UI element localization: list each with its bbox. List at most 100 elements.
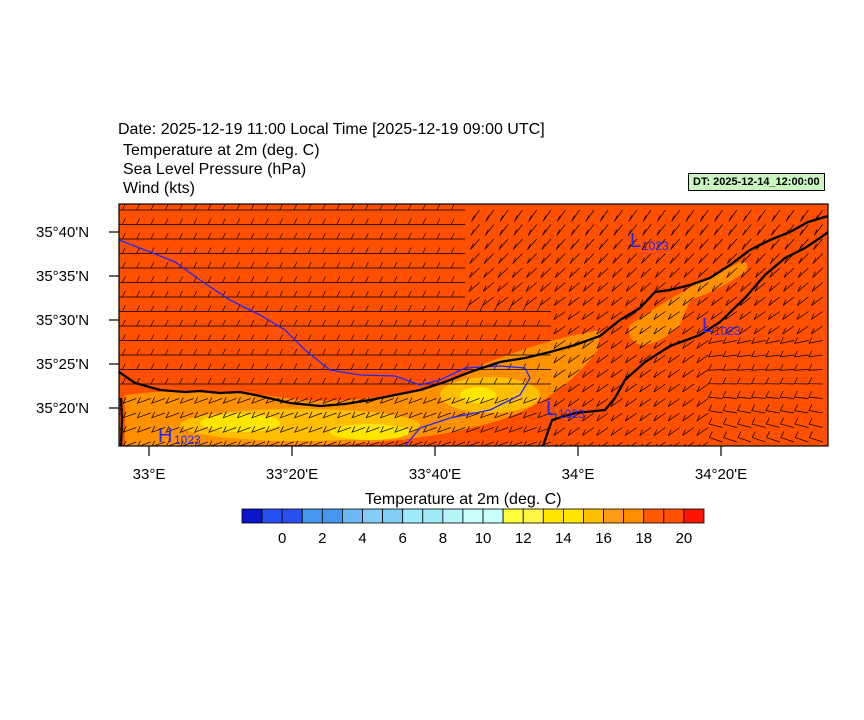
wind-barb [307, 218, 323, 225]
wind-barb [136, 363, 151, 370]
wind-barb [264, 290, 280, 298]
dt-badge: DT: 2025-12-14_12:00:00 [688, 173, 825, 191]
wind-barb [121, 204, 137, 211]
wind-barb [499, 209, 509, 222]
pressure-center-low-east: L 1023 [702, 315, 741, 338]
wind-barb [653, 369, 666, 378]
wind-barb [294, 411, 309, 419]
wind-barb [193, 319, 208, 327]
wind-barb [699, 224, 709, 236]
wind-barb [808, 350, 823, 358]
wind-barb [207, 276, 223, 283]
wind-barb [553, 325, 566, 335]
wind-barb [613, 238, 623, 250]
wind-barb [165, 397, 180, 404]
wind-barb [450, 290, 466, 298]
wind-barb [307, 232, 323, 240]
wind-barb [321, 276, 337, 283]
low-symbol: L [546, 398, 557, 420]
wind-barb [699, 209, 709, 222]
wind-barb [393, 319, 408, 327]
wind-barb [625, 412, 638, 422]
wind-barb [785, 209, 795, 222]
wind-barb [321, 377, 337, 385]
wind-barb [739, 311, 752, 320]
wind-barb [779, 390, 795, 399]
wind-barb [553, 383, 566, 393]
wind-barb [682, 340, 695, 349]
wind-barb [236, 247, 251, 254]
wind-barb [553, 354, 566, 364]
lon-label: 33°E [132, 466, 166, 483]
wind-barb [236, 397, 251, 404]
wind-barb [683, 267, 695, 278]
wind-barb [279, 397, 294, 404]
wind-barb [321, 305, 337, 312]
wind-barb [150, 305, 165, 312]
wind-barb [321, 261, 337, 269]
wind-barb [407, 290, 423, 298]
wind-barb [436, 334, 451, 341]
wind-barb [379, 348, 394, 356]
wind-barb [293, 276, 308, 283]
wind-barb [584, 238, 595, 250]
wind-barb [364, 276, 380, 283]
wind-barb [796, 296, 809, 306]
wind-barb [450, 204, 466, 211]
wind-barb [250, 305, 265, 312]
wind-barb [452, 440, 466, 446]
colorbar-label: 2 [318, 530, 327, 547]
wind-barb [653, 398, 666, 407]
wind-barb [470, 224, 480, 236]
wind-barb [350, 247, 366, 254]
wind-barb [450, 348, 466, 356]
wind-barb [236, 204, 251, 211]
wind-barb [522, 334, 537, 341]
wind-barb [350, 204, 366, 211]
wind-barb [409, 440, 423, 446]
wind-barb [610, 340, 623, 349]
wind-barb [336, 232, 351, 240]
wind-barb [193, 261, 208, 269]
wind-barb [493, 319, 509, 327]
wind-barb [379, 290, 394, 298]
wind-barb [750, 364, 766, 371]
wind-barb [407, 247, 423, 254]
lon-label: 33°40'E [408, 466, 462, 483]
wind-barb [494, 397, 509, 404]
wind-barb [582, 412, 595, 422]
wind-barb [582, 282, 595, 292]
wind-barb [322, 426, 337, 433]
wind-barb [754, 282, 766, 292]
wind-barb [450, 261, 466, 269]
wind-barb [653, 311, 666, 320]
wind-barb [507, 319, 523, 327]
wind-barb [684, 441, 695, 446]
wind-barb [783, 267, 795, 278]
wind-barb [582, 398, 595, 407]
wind-barb [514, 209, 523, 222]
wind-barb [237, 440, 251, 446]
wind-barb [498, 238, 509, 250]
wind-barb [639, 325, 652, 335]
wind-barb [422, 204, 437, 211]
field-label-wind: Wind (kts) [123, 180, 195, 197]
wind-barb [639, 340, 652, 349]
wind-barb [151, 411, 166, 419]
wind-barb [569, 253, 580, 264]
wind-barb [522, 348, 537, 356]
wind-barb [293, 363, 308, 370]
lat-label: 35°40'N [36, 224, 90, 241]
wind-barb [639, 398, 652, 407]
wind-barb [725, 296, 738, 306]
wind-barb [484, 224, 495, 236]
wind-barb [768, 282, 781, 292]
wind-barb [293, 319, 308, 327]
wind-barb [641, 441, 652, 446]
wind-barb [178, 218, 194, 225]
wind-barb [136, 261, 151, 269]
wind-barb [711, 296, 723, 306]
wind-barb [150, 261, 165, 269]
wind-barb [394, 426, 409, 433]
wind-barb [336, 247, 351, 254]
